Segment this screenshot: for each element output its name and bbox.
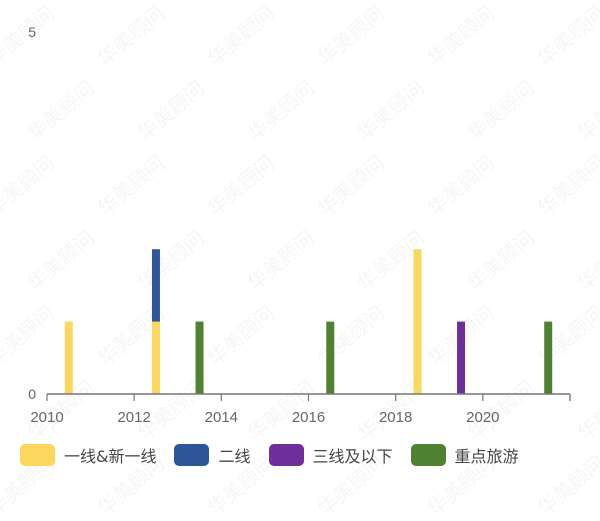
bar-3-2013 — [195, 321, 204, 394]
x-tick-label: 2016 — [292, 409, 325, 426]
x-tick-label: 2014 — [205, 409, 238, 426]
bar-0-2018 — [413, 249, 422, 394]
legend-item-tourism[interactable]: 重点旅游 — [410, 443, 519, 467]
x-tick-label: 2018 — [379, 409, 412, 426]
y-tick-label: 0 — [28, 386, 36, 402]
legend-item-tier1[interactable]: 一线&新一线 — [20, 443, 156, 467]
legend-item-tier2[interactable]: 二线 — [174, 443, 251, 467]
bar-3-2021 — [544, 321, 553, 394]
y-tick-label: 5 — [28, 24, 36, 40]
x-tick-label: 2020 — [466, 409, 499, 426]
legend-label: 重点旅游 — [454, 447, 519, 466]
legend-swatch — [20, 444, 55, 466]
bar-1-2012 — [151, 249, 160, 322]
legend-swatch — [268, 444, 304, 466]
bar-3-2016 — [326, 321, 335, 394]
legend-swatch — [174, 444, 210, 466]
legend-item-tier3[interactable]: 三线及以下 — [268, 443, 393, 467]
legend-label: 二线 — [218, 447, 251, 466]
legend-label: 三线及以下 — [312, 447, 393, 466]
stacked-bar-chart: 2010 2012 2014 2016 2018 2020 0 5 — [28, 24, 571, 426]
bar-0-2010 — [64, 321, 73, 394]
x-tick-label: 2010 — [30, 409, 63, 426]
legend: 一线&新一线 二线 三线及以下 重点旅游 — [20, 443, 537, 467]
legend-swatch — [410, 444, 446, 466]
legend-label: 一线&新一线 — [64, 447, 157, 466]
bar-2-2019 — [457, 321, 466, 394]
x-tick-label: 2012 — [117, 409, 150, 426]
bar-0-2012 — [151, 321, 160, 394]
